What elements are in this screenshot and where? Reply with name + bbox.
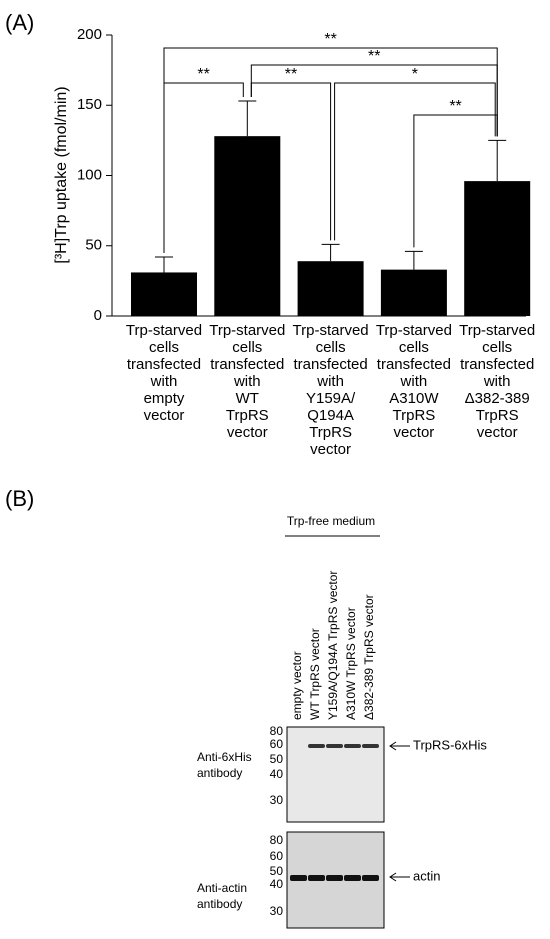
bar (380, 269, 447, 316)
y-axis-label: [³H]Trp uptake (fmol/min) (53, 86, 70, 263)
y-tick-label: 200 (77, 26, 102, 43)
bar (214, 136, 281, 316)
significance-bracket (413, 114, 498, 248)
significance-label: ** (324, 31, 336, 48)
significance-bracket (163, 47, 498, 253)
marker-label: 80 (270, 833, 284, 847)
marker-label: 40 (270, 767, 284, 781)
significance-bracket (334, 82, 496, 241)
blot-band (362, 875, 379, 881)
band-arrow (389, 872, 410, 882)
condition-label: Trp-free medium (287, 514, 375, 528)
bar (464, 181, 531, 316)
marker-label: 30 (270, 904, 284, 918)
x-tick-label: Trp-starved cells transfected with WT Tr… (209, 322, 286, 441)
lane-label: empty vector (290, 651, 304, 720)
lane-label: Y159A/Q194A TrpRS vector (326, 571, 340, 720)
panel-label: (A) (5, 10, 34, 35)
marker-label: 50 (270, 864, 284, 878)
significance-label: ** (368, 48, 380, 65)
bar (297, 261, 364, 316)
y-tick-label: 0 (94, 307, 102, 324)
significance-label: ** (449, 98, 461, 115)
marker-label: 60 (270, 849, 284, 863)
blot-band (326, 744, 343, 748)
blot-band (362, 744, 379, 748)
band-arrow (389, 741, 410, 751)
panel-label: (B) (5, 486, 34, 511)
blot-band (308, 875, 325, 881)
blot-band (344, 875, 361, 881)
marker-label: 60 (270, 737, 284, 751)
blot-band (308, 744, 325, 748)
x-tick-label: Trp-starved cells transfected with Δ382-… (459, 322, 536, 441)
y-tick-label: 50 (85, 237, 102, 254)
antibody-label: Anti-actin antibody (197, 881, 248, 911)
x-tick-label: Trp-starved cells transfected with A310W… (375, 322, 452, 441)
lane-label: A310W TrpRS vector (344, 607, 358, 720)
lane-label: Δ382-389 TrpRS vector (362, 594, 376, 720)
antibody-label: Anti-6xHis antibody (197, 750, 252, 780)
significance-label: * (412, 66, 418, 83)
significance-label: ** (285, 66, 297, 83)
marker-label: 80 (270, 724, 284, 738)
bar (131, 272, 197, 316)
blot-band (326, 875, 343, 881)
blot-image (286, 726, 385, 823)
lane-label: WT TrpRS vector (308, 628, 322, 720)
x-tick-label: Trp-starved cells transfected with empty… (125, 322, 203, 424)
marker-label: 40 (270, 877, 284, 891)
marker-label: 30 (270, 793, 284, 807)
band-label: TrpRS-6xHis (413, 737, 487, 752)
significance-label: ** (197, 66, 209, 83)
blot-band (290, 875, 307, 881)
marker-label: 50 (270, 752, 284, 766)
y-tick-label: 150 (77, 96, 102, 113)
y-tick-label: 100 (77, 166, 102, 183)
blot-band (344, 744, 361, 748)
x-tick-label: Trp-starved cells transfected with Y159A… (292, 322, 369, 458)
band-label: actin (413, 868, 440, 883)
